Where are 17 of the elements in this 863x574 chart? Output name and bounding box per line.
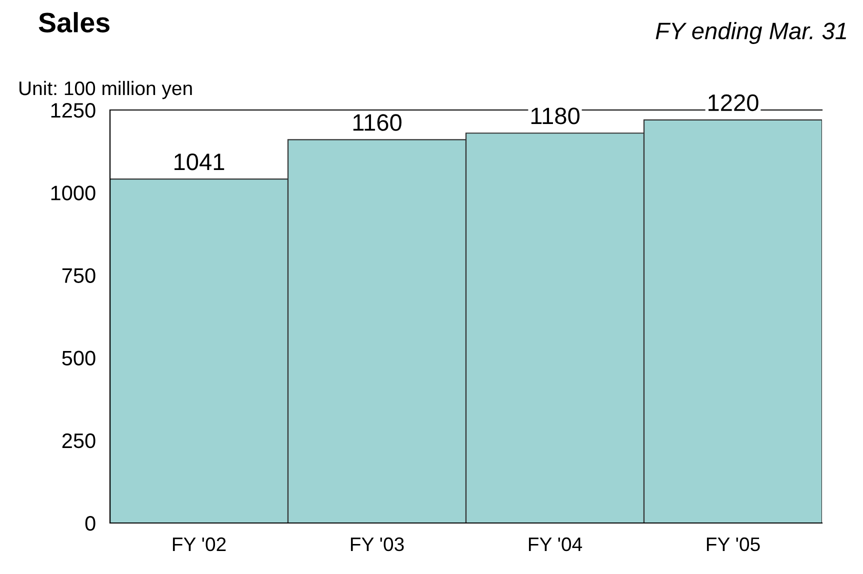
data-label: 1220 [708, 94, 758, 112]
x-tick-label: FY '04 [528, 537, 582, 552]
y-tick-label: 750 [62, 268, 96, 283]
x-tick-label: FY '05 [706, 537, 760, 552]
chart-title: Sales [38, 12, 110, 32]
data-label: 1041 [174, 154, 224, 170]
data-label: 1160 [353, 114, 402, 131]
chart-subtitle: FY ending Mar. 31 [656, 22, 846, 44]
y-tick-label: 1000 [51, 186, 96, 200]
data-label: 1180 [531, 108, 580, 124]
y-tick-label: 0 [85, 516, 96, 531]
x-tick-label: FY '02 [172, 537, 226, 552]
y-tick-label: 250 [62, 433, 96, 448]
y-tick-label: 1250 [51, 103, 96, 118]
x-tick-label: FY '03 [350, 537, 404, 552]
y-tick-label: 500 [62, 350, 96, 366]
y-axis-title: Unit: 100 million yen [20, 80, 192, 100]
